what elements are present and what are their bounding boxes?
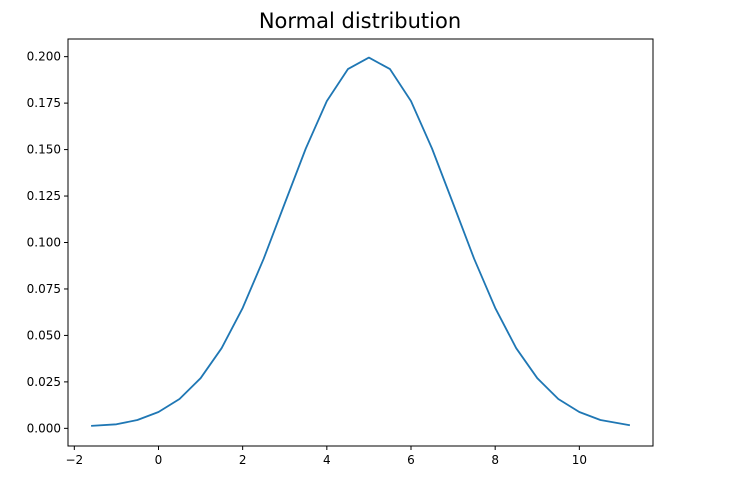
x-tick-label: 4	[323, 453, 331, 467]
y-tick-label: 0.025	[27, 375, 61, 389]
y-tick-label: 0.200	[27, 50, 61, 64]
y-tick-label: 0.075	[27, 282, 61, 296]
x-tick-label: 8	[491, 453, 499, 467]
y-tick-label: 0.100	[27, 236, 61, 250]
y-tick-label: 0.050	[27, 328, 61, 342]
plot-layer: 0.000 0.025 0.050 0.075 0.100 0.125 0.150 0.175…	[27, 38, 654, 467]
x-tick-label: 0	[155, 453, 163, 467]
x-tick-label: 10	[572, 453, 587, 467]
x-tick-label: 6	[407, 453, 415, 467]
y-tick-label: 0.000	[27, 421, 61, 435]
y-tick-label: 0.125	[27, 189, 61, 203]
x-tick-label: −2	[65, 453, 83, 467]
series-line	[91, 56, 631, 427]
plot-frame	[67, 38, 654, 447]
x-tick-label: 2	[239, 453, 247, 467]
y-tick-label: 0.175	[27, 96, 61, 110]
y-tick-label: 0.150	[27, 143, 61, 157]
chart-title: Normal distribution	[259, 9, 461, 33]
